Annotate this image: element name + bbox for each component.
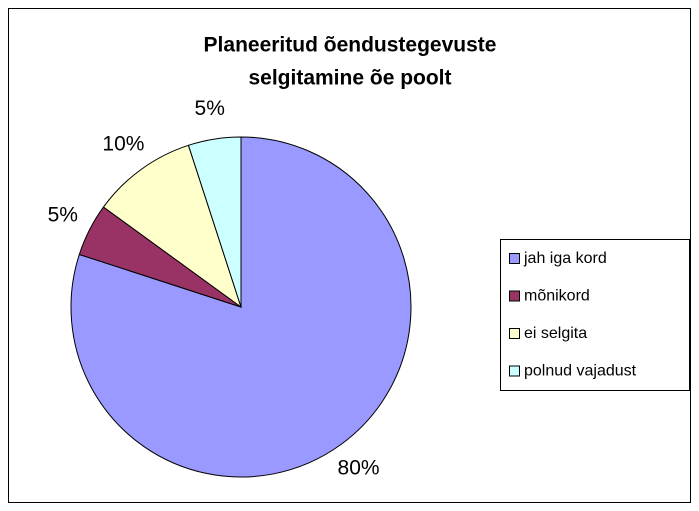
legend-label: mõnikord — [524, 288, 590, 305]
legend-swatch — [509, 365, 520, 377]
data-label: 10% — [102, 133, 144, 156]
legend-box — [500, 239, 690, 391]
pie-slice — [187, 136, 242, 308]
legend-swatch — [509, 328, 520, 339]
legend-label: polnud vajadust — [524, 363, 637, 380]
legend-label: ei selgita — [524, 325, 587, 342]
data-label: 5% — [48, 204, 78, 227]
pie-slice — [70, 136, 412, 478]
pie-slice — [102, 144, 242, 309]
chart-title: Planeeritud õendustegevuste — [204, 34, 497, 57]
legend-swatch — [509, 290, 520, 302]
data-label: 80% — [338, 456, 380, 479]
legend-swatch — [509, 253, 520, 264]
data-label: 5% — [195, 97, 225, 120]
legend-label: jah iga kord — [523, 250, 607, 267]
chart-title: selgitamine õe poolt — [248, 67, 451, 90]
